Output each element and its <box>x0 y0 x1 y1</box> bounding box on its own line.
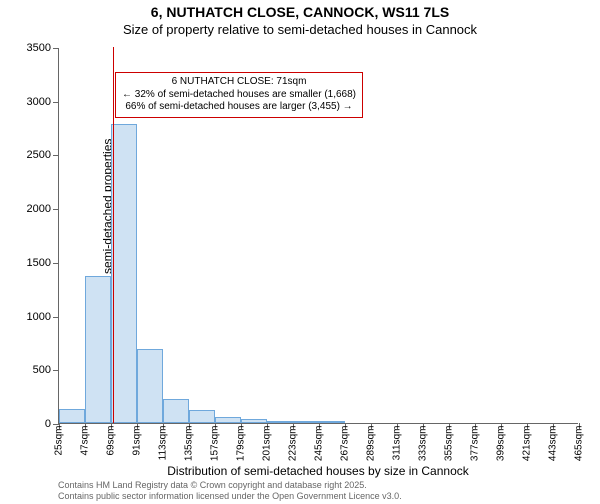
x-tick-label: 135sqm <box>184 426 195 462</box>
x-tick-label: 201sqm <box>262 426 273 462</box>
x-tick-label: 399sqm <box>496 426 507 462</box>
histogram-bar <box>267 421 293 423</box>
histogram-bar <box>163 399 189 423</box>
y-tick <box>53 155 59 156</box>
y-tick-label: 500 <box>33 364 51 376</box>
x-tick-label: 69sqm <box>106 426 117 456</box>
y-tick-label: 0 <box>45 418 51 430</box>
y-tick <box>53 263 59 264</box>
x-tick-label: 91sqm <box>132 426 143 456</box>
x-tick-label: 355sqm <box>444 426 455 462</box>
histogram-bar <box>293 421 319 423</box>
x-tick-label: 223sqm <box>288 426 299 462</box>
page-subtitle: Size of property relative to semi-detach… <box>0 22 600 37</box>
y-tick-label: 2000 <box>27 203 51 215</box>
histogram-bar <box>241 419 267 423</box>
x-tick-label: 333sqm <box>418 426 429 462</box>
x-tick-label: 443sqm <box>548 426 559 462</box>
annotation-box: 6 NUTHATCH CLOSE: 71sqm← 32% of semi-det… <box>115 72 363 118</box>
x-tick-label: 377sqm <box>470 426 481 462</box>
y-tick <box>53 370 59 371</box>
x-axis-label: Distribution of semi-detached houses by … <box>58 464 578 478</box>
histogram-bar <box>189 410 215 423</box>
x-tick-label: 157sqm <box>210 426 221 462</box>
x-tick-label: 311sqm <box>392 426 403 461</box>
x-tick-label: 179sqm <box>236 426 247 462</box>
y-tick <box>53 48 59 49</box>
y-tick-label: 2500 <box>27 149 51 161</box>
annotation-line: ← 32% of semi-detached houses are smalle… <box>122 89 356 102</box>
x-tick-label: 421sqm <box>522 426 533 462</box>
x-tick-label: 25sqm <box>54 426 65 456</box>
y-tick-label: 3000 <box>27 96 51 108</box>
histogram-chart: Number of semi-detached properties 05001… <box>58 48 578 424</box>
histogram-bar <box>59 409 85 423</box>
footer-line: Contains HM Land Registry data © Crown c… <box>58 480 402 491</box>
y-tick <box>53 102 59 103</box>
histogram-bar <box>111 124 137 423</box>
x-tick-label: 245sqm <box>314 426 325 462</box>
y-tick <box>53 317 59 318</box>
annotation-line: 6 NUTHATCH CLOSE: 71sqm <box>122 76 356 89</box>
y-tick-label: 1500 <box>27 257 51 269</box>
attribution-footer: Contains HM Land Registry data © Crown c… <box>58 480 402 502</box>
histogram-bar <box>85 276 111 423</box>
x-tick-label: 267sqm <box>340 426 351 462</box>
annotation-line: 66% of semi-detached houses are larger (… <box>122 101 356 114</box>
y-tick-label: 1000 <box>27 311 51 323</box>
footer-line: Contains public sector information licen… <box>58 491 402 502</box>
x-tick-label: 47sqm <box>80 426 91 456</box>
x-tick-label: 289sqm <box>366 426 377 462</box>
y-tick <box>53 209 59 210</box>
x-tick-label: 465sqm <box>574 426 585 462</box>
y-tick-label: 3500 <box>27 42 51 54</box>
histogram-bar <box>215 417 241 423</box>
plot-area: 050010001500200025003000350025sqm47sqm69… <box>58 48 578 424</box>
histogram-bar <box>319 421 345 423</box>
x-tick-label: 113sqm <box>158 426 169 461</box>
page-title: 6, NUTHATCH CLOSE, CANNOCK, WS11 7LS <box>0 4 600 20</box>
histogram-bar <box>137 349 163 423</box>
